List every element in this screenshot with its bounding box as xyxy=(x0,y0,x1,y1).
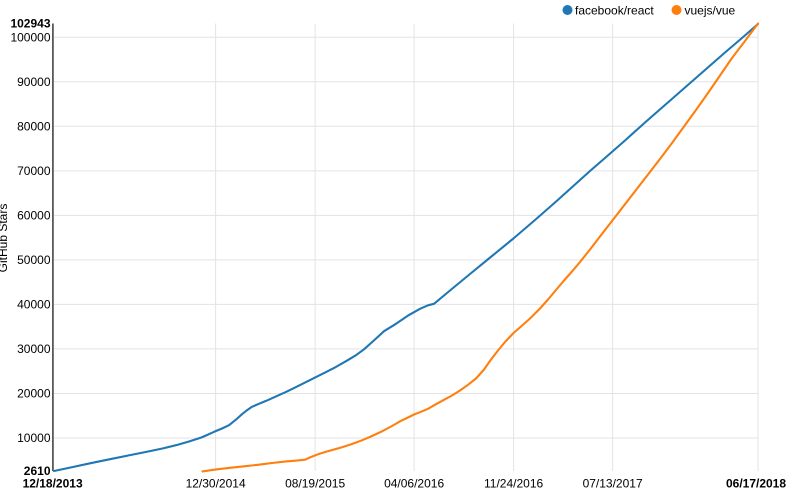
svg-text:50000: 50000 xyxy=(17,253,51,267)
svg-text:08/19/2015: 08/19/2015 xyxy=(285,477,345,491)
svg-text:100000: 100000 xyxy=(10,30,50,44)
svg-text:04/06/2016: 04/06/2016 xyxy=(384,477,444,491)
svg-text:40000: 40000 xyxy=(17,297,51,311)
svg-text:12/18/2013: 12/18/2013 xyxy=(23,477,83,491)
svg-text:60000: 60000 xyxy=(17,208,51,222)
svg-text:06/17/2018: 06/17/2018 xyxy=(726,477,786,491)
svg-text:11/24/2016: 11/24/2016 xyxy=(484,477,543,491)
svg-text:12/30/2014: 12/30/2014 xyxy=(186,477,246,491)
svg-text:07/13/2017: 07/13/2017 xyxy=(583,477,643,491)
svg-text:90000: 90000 xyxy=(17,75,51,89)
svg-text:80000: 80000 xyxy=(17,119,51,133)
svg-text:10000: 10000 xyxy=(17,431,51,445)
svg-text:70000: 70000 xyxy=(17,164,51,178)
svg-text:102943: 102943 xyxy=(10,17,50,31)
svg-text:20000: 20000 xyxy=(17,387,51,401)
svg-text:vuejs/vue: vuejs/vue xyxy=(685,4,736,18)
svg-text:GitHub Stars: GitHub Stars xyxy=(0,204,10,273)
svg-text:30000: 30000 xyxy=(17,342,51,356)
svg-text:facebook/react: facebook/react xyxy=(575,4,654,18)
svg-text:2610: 2610 xyxy=(24,464,51,478)
